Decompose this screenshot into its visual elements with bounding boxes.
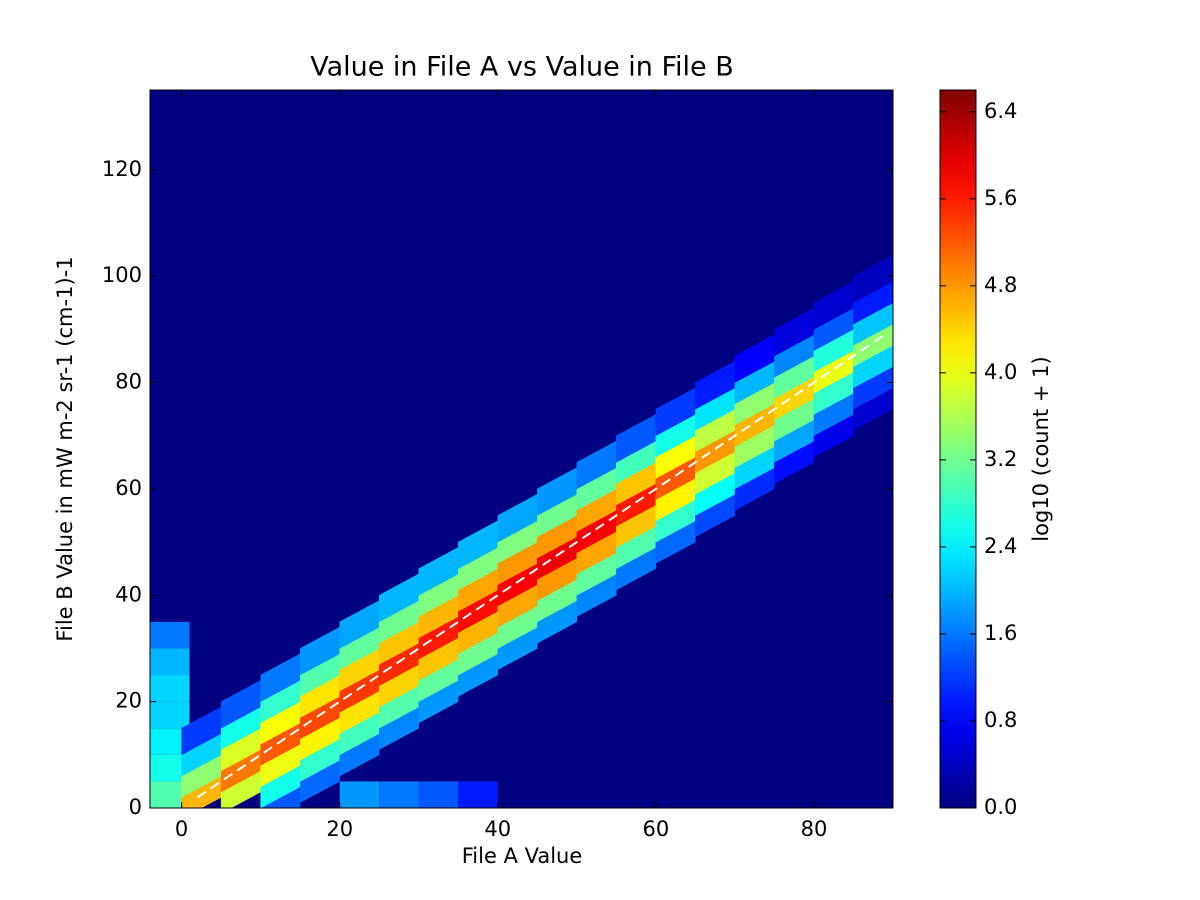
x-axis-label: File A Value — [462, 844, 583, 868]
y-tick-label: 80 — [115, 370, 142, 394]
density-cell — [150, 621, 190, 649]
colorbar-tick-label: 4.0 — [984, 360, 1017, 384]
colorbar-tick-label: 0.8 — [984, 708, 1017, 732]
density-cell — [418, 781, 459, 808]
density-cell — [150, 701, 190, 729]
cells — [150, 254, 893, 808]
density-cell — [853, 254, 893, 304]
density-cell — [458, 781, 498, 808]
y-tick-label: 100 — [102, 263, 142, 287]
y-tick-label: 0 — [129, 795, 142, 819]
density-cell — [150, 675, 190, 702]
x-tick-label: 20 — [326, 817, 353, 841]
colorbar-tick-label: 5.6 — [984, 186, 1017, 210]
y-tick-label: 40 — [115, 582, 142, 606]
y-tick-label: 20 — [115, 689, 142, 713]
y-tick-label: 60 — [115, 476, 142, 500]
colorbar-label: log10 (count + 1) — [1029, 356, 1053, 541]
chart-title: Value in File A vs Value in File B — [310, 52, 734, 83]
y-axis-label: File B Value in mW m-2 sr-1 (cm-1)-1 — [53, 256, 77, 641]
density-cell — [853, 360, 893, 410]
density-cell — [853, 297, 893, 346]
colorbar-tick-label: 3.2 — [984, 447, 1017, 471]
density-cell — [379, 781, 419, 808]
colorbar — [939, 89, 977, 809]
density-cell — [853, 339, 893, 389]
plot-frame — [149, 89, 894, 809]
colorbar-tick-label: 0.0 — [984, 795, 1017, 819]
y-tick-label: 120 — [102, 157, 142, 181]
density-cell — [339, 781, 380, 808]
colorbar-tick-label: 6.4 — [984, 99, 1017, 123]
colorbar-tick-label: 2.4 — [984, 534, 1017, 558]
density-cell — [853, 318, 893, 367]
x-tick-label: 60 — [643, 817, 670, 841]
x-tick-label: 80 — [801, 817, 828, 841]
colorbar-tick-label: 1.6 — [984, 621, 1017, 645]
x-tick-label: 40 — [484, 817, 511, 841]
x-tick-label: 0 — [175, 817, 188, 841]
density-cell — [150, 648, 190, 676]
colorbar-tick-label: 4.8 — [984, 273, 1017, 297]
reference-line — [196, 333, 886, 799]
density-cell — [853, 382, 893, 431]
density-cell — [853, 275, 893, 325]
